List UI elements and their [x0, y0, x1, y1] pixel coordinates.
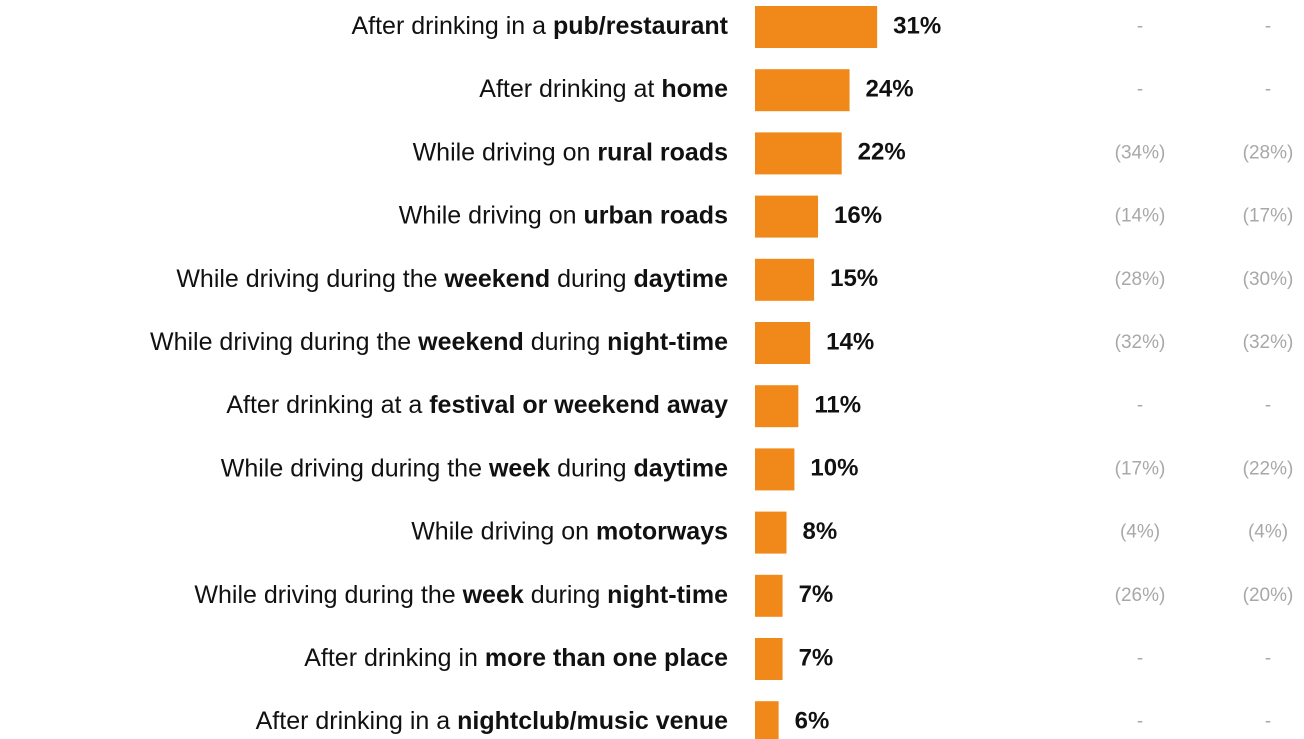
category-label-part: daytime: [634, 264, 729, 292]
value-label: 6%: [795, 708, 830, 735]
category-label-part: during: [550, 454, 633, 482]
value-label: 10%: [810, 455, 858, 482]
value-label: 24%: [866, 76, 914, 103]
comparison-value: -: [1137, 711, 1143, 732]
comparison-value: (4%): [1120, 522, 1160, 543]
comparison-value: (26%): [1115, 585, 1166, 606]
category-label: After drinking in more than one place: [304, 644, 728, 672]
category-label: After drinking at home: [479, 75, 728, 103]
comparison-value: (32%): [1115, 332, 1166, 353]
value-label: 8%: [803, 518, 838, 545]
category-label: While driving during the week during day…: [221, 454, 728, 482]
value-label: 22%: [858, 139, 906, 166]
category-label: While driving on motorways: [411, 517, 728, 545]
comparison-value: -: [1137, 648, 1143, 669]
comparison-value: (17%): [1243, 206, 1294, 227]
category-label-part: rural roads: [597, 138, 728, 166]
comparison-value: -: [1265, 79, 1271, 100]
bar: [755, 701, 779, 739]
comparison-value: (20%): [1243, 585, 1294, 606]
comparison-value: (34%): [1115, 142, 1166, 163]
category-label: After drinking at a festival or weekend …: [226, 391, 728, 419]
bar: [755, 322, 811, 364]
category-label-part: home: [661, 75, 728, 103]
comparison-value: (28%): [1243, 142, 1294, 163]
comparison-value: -: [1137, 16, 1143, 37]
category-label-part: weekend: [444, 264, 551, 292]
comparison-value: -: [1265, 16, 1271, 37]
category-label-part: After drinking in a: [256, 707, 458, 735]
category-label: After drinking in a nightclub/music venu…: [256, 707, 728, 735]
bar: [755, 195, 819, 238]
category-label-part: urban roads: [584, 201, 728, 229]
category-label-part: nightclub/music venue: [457, 707, 728, 735]
bar: [755, 69, 850, 112]
category-label: While driving on rural roads: [413, 138, 728, 166]
category-label-part: After drinking in a: [351, 12, 553, 40]
category-label-part: After drinking in: [304, 644, 485, 672]
bar: [755, 385, 799, 428]
comparison-value: (22%): [1243, 458, 1294, 479]
value-label: 16%: [834, 202, 882, 229]
bar: [755, 448, 795, 491]
category-label-part: While driving during the: [150, 328, 418, 356]
category-label-part: While driving on: [399, 201, 584, 229]
category-label-part: weekend: [417, 328, 524, 356]
comparison-value: (14%): [1115, 206, 1166, 227]
value-label: 31%: [893, 12, 941, 39]
category-label-part: during: [524, 328, 607, 356]
category-label-part: week: [488, 454, 550, 482]
value-label: 15%: [830, 265, 878, 292]
category-label-part: While driving on: [411, 517, 596, 545]
category-label-part: pub/restaurant: [553, 12, 729, 40]
category-label-part: While driving during the: [221, 454, 489, 482]
comparison-value: (30%): [1243, 269, 1294, 290]
comparison-value: (32%): [1243, 332, 1294, 353]
category-label-part: night-time: [607, 328, 728, 356]
bar: [755, 6, 878, 48]
value-label: 7%: [799, 581, 834, 608]
category-label-part: While driving during the: [176, 264, 444, 292]
category-label: While driving during the week during nig…: [194, 580, 728, 608]
bar: [755, 511, 787, 554]
category-label: While driving during the weekend during …: [176, 264, 728, 292]
comparison-value: -: [1265, 711, 1271, 732]
category-label-part: daytime: [634, 454, 729, 482]
bar: [755, 574, 783, 617]
comparison-value: -: [1265, 395, 1271, 416]
category-label-part: After drinking at a: [226, 391, 429, 419]
comparison-value: -: [1137, 395, 1143, 416]
bar: [755, 638, 783, 680]
category-label-part: during: [524, 580, 607, 608]
comparison-value: (28%): [1115, 269, 1166, 290]
bar: [755, 132, 842, 175]
category-label-part: night-time: [607, 580, 728, 608]
category-label-part: motorways: [596, 517, 728, 545]
category-label: After drinking in a pub/restaurant: [351, 12, 728, 40]
category-label-part: week: [462, 580, 524, 608]
comparison-value: -: [1265, 648, 1271, 669]
value-label: 14%: [826, 328, 874, 355]
category-label-part: While driving on: [413, 138, 598, 166]
category-label-part: more than one place: [485, 644, 728, 672]
comparison-value: -: [1137, 79, 1143, 100]
bar: [755, 258, 815, 301]
category-label-part: festival or weekend away: [429, 391, 728, 419]
value-label: 11%: [814, 392, 861, 419]
comparison-value: (17%): [1115, 458, 1166, 479]
category-label-part: While driving during the: [194, 580, 462, 608]
value-label: 7%: [799, 644, 834, 671]
category-label-part: After drinking at: [479, 75, 661, 103]
category-label: While driving during the weekend during …: [150, 328, 728, 356]
category-label: While driving on urban roads: [399, 201, 728, 229]
category-label-part: during: [550, 264, 633, 292]
comparison-value: (4%): [1248, 522, 1288, 543]
